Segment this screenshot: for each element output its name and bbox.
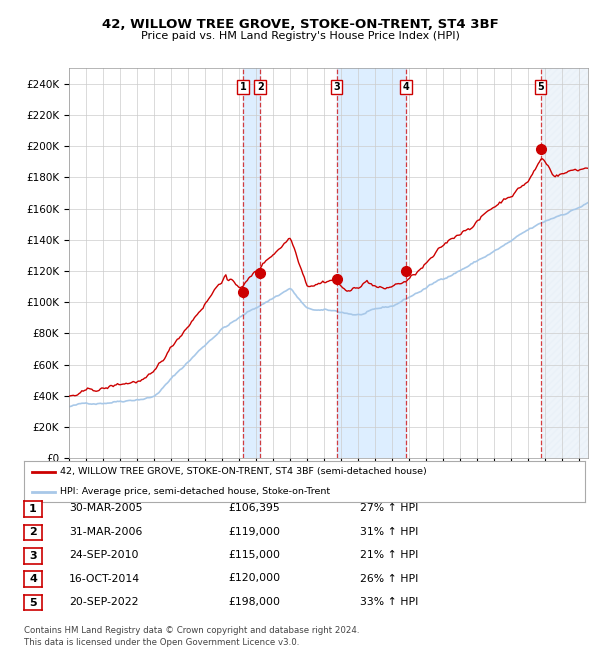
- Text: 42, WILLOW TREE GROVE, STOKE-ON-TRENT, ST4 3BF (semi-detached house): 42, WILLOW TREE GROVE, STOKE-ON-TRENT, S…: [61, 467, 427, 476]
- Text: 2: 2: [257, 82, 263, 92]
- Text: £115,000: £115,000: [228, 550, 280, 560]
- Text: HPI: Average price, semi-detached house, Stoke-on-Trent: HPI: Average price, semi-detached house,…: [61, 488, 331, 496]
- Bar: [337, 68, 406, 458]
- Text: 1: 1: [240, 82, 247, 92]
- Text: 31-MAR-2006: 31-MAR-2006: [69, 526, 142, 537]
- Text: 31% ↑ HPI: 31% ↑ HPI: [360, 526, 418, 537]
- Text: 5: 5: [29, 597, 37, 608]
- Text: 16-OCT-2014: 16-OCT-2014: [69, 573, 140, 584]
- Text: 20-SEP-2022: 20-SEP-2022: [69, 597, 139, 607]
- Text: 42, WILLOW TREE GROVE, STOKE-ON-TRENT, ST4 3BF: 42, WILLOW TREE GROVE, STOKE-ON-TRENT, S…: [101, 18, 499, 31]
- Text: £198,000: £198,000: [228, 597, 280, 607]
- Text: 26% ↑ HPI: 26% ↑ HPI: [360, 573, 418, 584]
- Text: 24-SEP-2010: 24-SEP-2010: [69, 550, 139, 560]
- Text: 4: 4: [403, 82, 409, 92]
- Bar: [243, 68, 260, 458]
- Text: £120,000: £120,000: [228, 573, 280, 584]
- Text: Contains HM Land Registry data © Crown copyright and database right 2024.
This d: Contains HM Land Registry data © Crown c…: [24, 626, 359, 647]
- Text: Price paid vs. HM Land Registry's House Price Index (HPI): Price paid vs. HM Land Registry's House …: [140, 31, 460, 41]
- Text: 3: 3: [333, 82, 340, 92]
- Text: 30-MAR-2005: 30-MAR-2005: [69, 503, 143, 514]
- Text: £106,395: £106,395: [228, 503, 280, 514]
- Text: 1: 1: [29, 504, 37, 514]
- Text: 27% ↑ HPI: 27% ↑ HPI: [360, 503, 418, 514]
- Text: 21% ↑ HPI: 21% ↑ HPI: [360, 550, 418, 560]
- Text: 5: 5: [538, 82, 544, 92]
- Text: 4: 4: [29, 574, 37, 584]
- Text: 2: 2: [29, 527, 37, 538]
- Bar: [541, 68, 588, 458]
- Text: £119,000: £119,000: [228, 526, 280, 537]
- Text: 33% ↑ HPI: 33% ↑ HPI: [360, 597, 418, 607]
- Text: 3: 3: [29, 551, 37, 561]
